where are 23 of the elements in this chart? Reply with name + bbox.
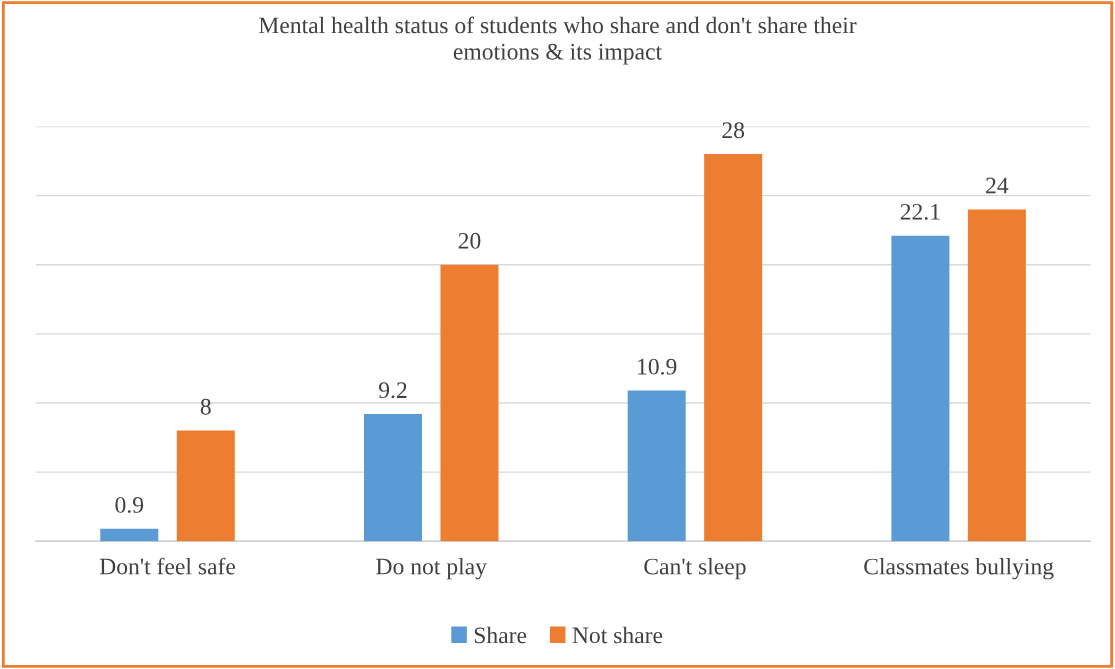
data-label: 24 — [986, 177, 1009, 194]
data-label: 28 — [722, 122, 745, 139]
bar — [100, 528, 159, 542]
x-tick-label: Don't feel safe — [99, 557, 236, 575]
x-tick-label: Do not play — [376, 557, 487, 580]
data-label: 8 — [200, 398, 211, 415]
bar — [176, 430, 235, 542]
data-label: 9.2 — [378, 382, 407, 399]
data-label: 10.9 — [638, 358, 677, 375]
bar — [363, 414, 422, 542]
x-tick-label: Classmates bullying — [864, 557, 1054, 580]
data-label: 20 — [458, 232, 481, 249]
data-label: 22.1 — [900, 203, 940, 220]
bar — [704, 154, 763, 542]
bar — [440, 264, 499, 542]
bar — [627, 390, 686, 542]
legend-label: Share — [474, 626, 527, 644]
chart-title: Mental health status of students who share and don't share their emotions & its impact — [259, 16, 857, 65]
legend-label: Not share — [572, 626, 663, 644]
x-tick-label: Can't sleep — [644, 557, 746, 580]
bar — [967, 209, 1026, 542]
data-label: 0.9 — [115, 496, 144, 513]
bar — [891, 235, 950, 542]
